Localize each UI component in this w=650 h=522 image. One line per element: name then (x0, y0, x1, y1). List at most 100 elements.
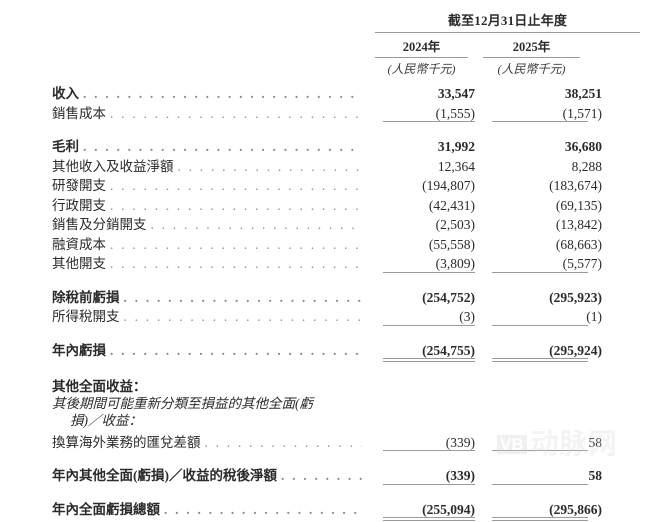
row-label-cell: 所得稅開支 . . . . . . . . . . . . . . . . . … (52, 305, 362, 325)
row-value-2024: (255,094) (422, 501, 475, 517)
row-value-2024: (254,752) (422, 289, 475, 305)
table-row: 研發開支 . . . . . . . . . . . . . . . . . .… (52, 174, 640, 194)
row-value-2025: 58 (588, 468, 603, 483)
rule-2024 (383, 121, 475, 122)
row-value-2025: (183,674) (549, 178, 602, 193)
spacer (52, 489, 640, 498)
row-value-2025: (1) (586, 309, 602, 324)
row-label: 銷售及分銷開支 (52, 217, 147, 232)
row-value-2024: 31,992 (437, 139, 475, 154)
row-value-2024: (42,431) (428, 197, 475, 213)
row-label: 換算海外業務的匯兌差額 (52, 434, 201, 450)
table-row: 所得稅開支 . . . . . . . . . . . . . . . . . … (52, 305, 640, 325)
reclassification-note-line1: 其後期間可能重新分類至損益的其他全面(虧 (52, 395, 313, 411)
dot-leader: . . . . . . . . . . . . . . . . . . . . … (110, 178, 362, 193)
table-row: 年內全面虧損總額 . . . . . . . . . . . . . . . .… (52, 498, 640, 518)
row-label-cell: 換算海外業務的匯兌差額 . . . . . . . . . . . . . . … (52, 431, 362, 451)
row-value-2025: (1,571) (562, 105, 602, 121)
table-row: 其他收入及收益淨額 . . . . . . . . . . . . . . . … (52, 155, 640, 175)
row-label-cell: 收入 . . . . . . . . . . . . . . . . . . .… (52, 82, 362, 102)
row-label-cell: 除稅前虧損 . . . . . . . . . . . . . . . . . … (52, 286, 362, 306)
row-label: 銷售成本 (52, 105, 106, 121)
row-label-cell: 銷售及分銷開支 . . . . . . . . . . . . . . . . … (52, 213, 362, 233)
rule-2024 (383, 324, 475, 326)
row-label-cell: 行政開支 . . . . . . . . . . . . . . . . . .… (52, 194, 362, 214)
row-label-cell: 其他收入及收益淨額 . . . . . . . . . . . . . . . … (52, 155, 362, 175)
dot-leader: . . . . . . . . . . . . . . . . . . . . … (83, 139, 362, 154)
row-label-cell: 其他開支 . . . . . . . . . . . . . . . . . .… (52, 252, 362, 272)
reclassification-note-line2: 損)／收益： (70, 412, 142, 428)
row-value-2025: (68,663) (555, 236, 602, 252)
rule-2025 (492, 483, 588, 485)
row-value-2024: (339) (445, 434, 475, 450)
table-row: 除稅前虧損 . . . . . . . . . . . . . . . . . … (52, 286, 640, 306)
row-label-cell: 研發開支 . . . . . . . . . . . . . . . . . .… (52, 174, 362, 194)
row-value-2025: (5,577) (562, 256, 602, 271)
header-year-row: 2024年 2025年 (375, 36, 640, 55)
rule-2025 (492, 271, 588, 273)
row-label-cell: 融資成本 . . . . . . . . . . . . . . . . . .… (52, 233, 362, 253)
subtotal-rule-loss-for-year (52, 324, 640, 330)
rule-2024 (383, 358, 475, 362)
row-label: 年內虧損 (52, 342, 106, 358)
table-row: 年內其他全面(虧損)／收益的稅後淨額 . . . . . . . . . . .… (52, 464, 640, 484)
rule-2024 (383, 517, 475, 521)
row-label: 除稅前虧損 (52, 289, 120, 305)
row-label-cell: 年內虧損 . . . . . . . . . . . . . . . . . .… (52, 339, 362, 359)
dot-leader: . . . . . . . . . . . . . . . . . . . . … (150, 217, 363, 232)
dot-leader: . . . . . . . . . . . . . . . . . . . . … (177, 158, 363, 174)
dot-leader: . . . . . . . . . . . . . . . . . . . . … (123, 289, 363, 305)
dot-leader: . . . . . . . . . . . . . . . . . . . . … (110, 256, 362, 271)
financial-statement-page: 截至12月31日止年度 2024年 2025年 (人民幣千元) (人民幣千元) … (52, 10, 640, 521)
rule-2024 (383, 450, 475, 451)
row-label: 年內其他全面(虧損)／收益的稅後淨額 (52, 468, 277, 483)
row-label: 其他收入及收益淨額 (52, 158, 174, 174)
total-double-rule-comprehensive-loss (52, 517, 640, 522)
dot-leader: . . . . . . . . . . . . . . . . . . . . … (83, 86, 362, 101)
row-value-2024: (3) (459, 309, 475, 324)
row-value-2024: (339) (445, 468, 475, 483)
row-label: 研發開支 (52, 178, 106, 193)
subtotal-rule-oci (52, 450, 640, 455)
row-value-2024: (55,558) (428, 236, 475, 252)
dot-leader: . . . . . . . . . . . . . . . . . . . . … (204, 434, 363, 450)
table-row: 年內虧損 . . . . . . . . . . . . . . . . . .… (52, 339, 640, 359)
table-row: 銷售及分銷開支 . . . . . . . . . . . . . . . . … (52, 213, 640, 233)
row-value-2024: (3,809) (435, 256, 475, 271)
rule-2025 (492, 517, 588, 521)
dot-leader: . . . . . . . . . . . . . . . . . . . . … (164, 501, 362, 517)
row-value-2025: (69,135) (555, 197, 602, 213)
dot-leader: . . . . . . . . . . . . . . . . . . . . … (110, 105, 362, 121)
rule-2025 (492, 324, 588, 326)
dot-leader: . . . . . . . . . . . . . . . . . . . . … (281, 468, 362, 483)
row-value-2024: 12,364 (437, 158, 475, 174)
column-unit-2024: (人民幣千元) (387, 62, 456, 76)
header-top-rule (375, 32, 640, 33)
dot-leader: . . . . . . . . . . . . . . . . . . . . … (110, 236, 362, 252)
table-header: 截至12月31日止年度 2024年 2025年 (人民幣千元) (人民幣千元) (375, 10, 640, 77)
header-rule-2024 (375, 57, 468, 58)
oci-section-heading: 其他全面收益： (52, 379, 147, 394)
table-body: 收入 . . . . . . . . . . . . . . . . . . .… (52, 82, 640, 522)
table-row: 毛利 . . . . . . . . . . . . . . . . . . .… (52, 135, 640, 155)
subtotal-rule-gross-profit (52, 121, 640, 126)
spacer (52, 330, 640, 339)
period-header: 截至12月31日止年度 (447, 13, 568, 28)
table-row: 銷售成本 . . . . . . . . . . . . . . . . . .… (52, 102, 640, 122)
row-value-2025: (295,924) (549, 342, 602, 358)
row-label: 毛利 (52, 139, 79, 154)
reclassification-note: 其後期間可能重新分類至損益的其他全面(虧 損)／收益： (52, 395, 362, 429)
row-label: 融資成本 (52, 236, 106, 252)
rule-2025 (492, 121, 588, 122)
table-row: 換算海外業務的匯兌差額 . . . . . . . . . . . . . . … (52, 431, 640, 451)
rule-2024 (383, 483, 475, 485)
row-label-cell: 年內全面虧損總額 . . . . . . . . . . . . . . . .… (52, 498, 362, 518)
table-section-heading-row: 其他全面收益： (52, 375, 640, 395)
row-value-2025: 8,288 (571, 158, 602, 174)
table-row: 行政開支 . . . . . . . . . . . . . . . . . .… (52, 194, 640, 214)
spacer (52, 126, 640, 135)
row-label: 所得稅開支 (52, 309, 120, 324)
dot-leader: . . . . . . . . . . . . . . . . . . . . … (123, 309, 363, 324)
row-value-2024: (1,555) (435, 105, 475, 121)
header-subrules (375, 57, 640, 58)
